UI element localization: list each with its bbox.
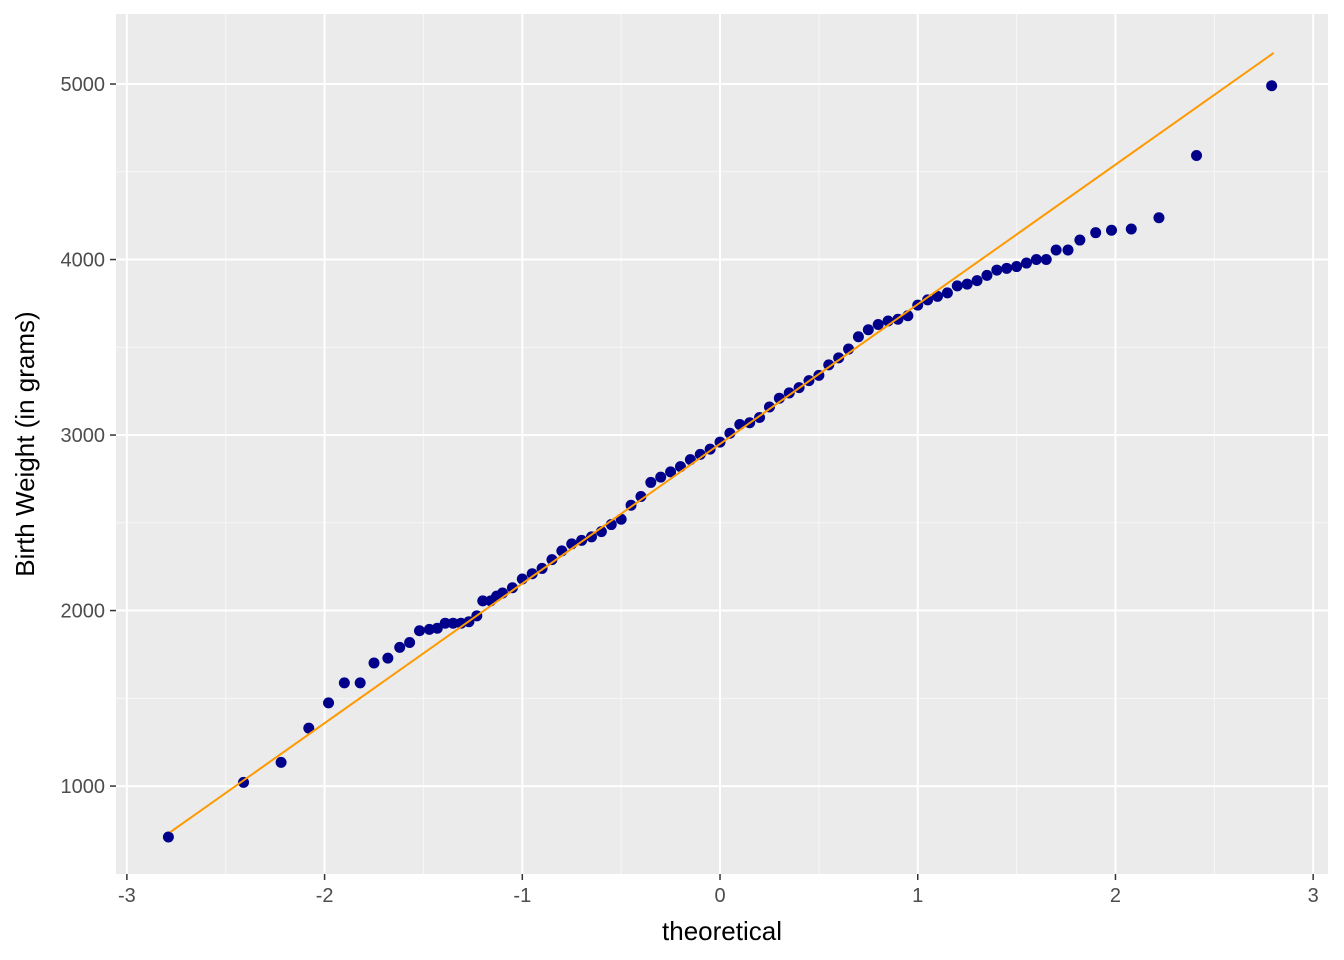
point (961, 278, 973, 290)
point (413, 625, 425, 637)
point (645, 476, 657, 488)
point (526, 568, 538, 580)
point (665, 466, 677, 478)
point (852, 331, 864, 343)
x-axis-title: theoretical (662, 916, 782, 946)
y-tick-label: 4000 (61, 250, 106, 272)
point (932, 290, 944, 302)
point (586, 531, 598, 543)
point (439, 617, 451, 629)
point (981, 269, 993, 281)
point (783, 387, 795, 399)
point (655, 471, 667, 483)
point (303, 722, 315, 734)
point (823, 359, 835, 371)
point (862, 324, 874, 336)
point (674, 461, 686, 473)
y-tick-label: 5000 (61, 74, 106, 96)
point (991, 264, 1003, 276)
point (1001, 262, 1013, 274)
point (404, 637, 416, 649)
point (477, 595, 489, 607)
point (1011, 261, 1023, 273)
point (1191, 149, 1203, 161)
point (971, 275, 983, 287)
point (323, 697, 335, 709)
point (162, 831, 174, 843)
point (1125, 223, 1137, 235)
point (1266, 80, 1278, 92)
point (684, 454, 696, 466)
point (447, 617, 459, 629)
point (394, 641, 406, 653)
x-tick-label: 1 (912, 885, 923, 907)
point (951, 280, 963, 292)
point (1062, 244, 1074, 256)
point (354, 677, 366, 689)
point (275, 756, 287, 768)
y-tick-label: 3000 (61, 425, 106, 447)
point (922, 294, 934, 306)
point (1074, 234, 1086, 246)
point (1050, 244, 1062, 256)
point (431, 622, 443, 634)
point (1040, 254, 1052, 266)
x-tick-label: 3 (1308, 885, 1319, 907)
x-tick-label: -3 (118, 885, 136, 907)
reference-line (169, 52, 1275, 833)
point (1020, 257, 1032, 269)
point (635, 490, 647, 502)
point (382, 652, 394, 664)
point (833, 352, 845, 364)
point (1090, 227, 1102, 239)
y-axis-title: Birth Weight (in grams) (10, 311, 40, 576)
x-tick-label: 0 (714, 885, 725, 907)
point (941, 287, 953, 299)
point (872, 318, 884, 330)
point (1153, 212, 1165, 224)
point (368, 657, 380, 669)
x-tick-label: -1 (513, 885, 531, 907)
y-tick-label: 2000 (61, 601, 106, 623)
x-tick-label: -2 (316, 885, 334, 907)
y-tick-label: 1000 (61, 776, 106, 798)
point (338, 677, 350, 689)
point (546, 554, 558, 566)
x-tick-label: 2 (1110, 885, 1121, 907)
point (1106, 224, 1118, 236)
point (1030, 254, 1042, 266)
point (506, 582, 518, 594)
